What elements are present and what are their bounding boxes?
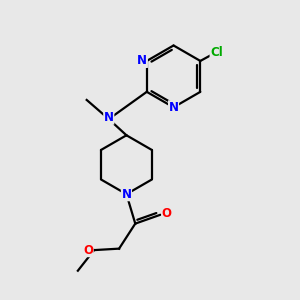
Text: O: O <box>83 244 93 256</box>
Text: N: N <box>104 111 114 124</box>
Text: O: O <box>162 207 172 220</box>
Text: N: N <box>169 101 178 114</box>
Text: N: N <box>122 188 131 201</box>
Text: N: N <box>137 54 147 68</box>
Text: Cl: Cl <box>210 46 223 59</box>
